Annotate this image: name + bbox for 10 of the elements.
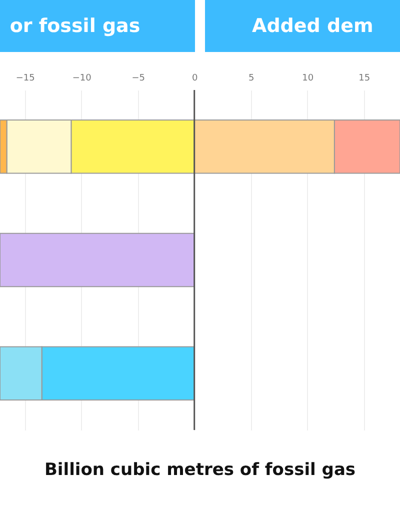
x-tick-label: −10 [72,74,92,84]
text: or fossil gas [10,15,140,37]
x-tick-label: 10 [302,74,314,84]
x-tick-label: 15 [358,74,370,84]
x-tick-label: 5 [248,74,254,84]
text: Added dem [252,15,374,37]
x-tick-label: 0 [192,74,198,84]
x-tick-label: −15 [16,74,35,84]
x-tick-label: −5 [132,74,145,84]
x-axis-title: Billion cubic metres of fossil gas [44,460,356,480]
